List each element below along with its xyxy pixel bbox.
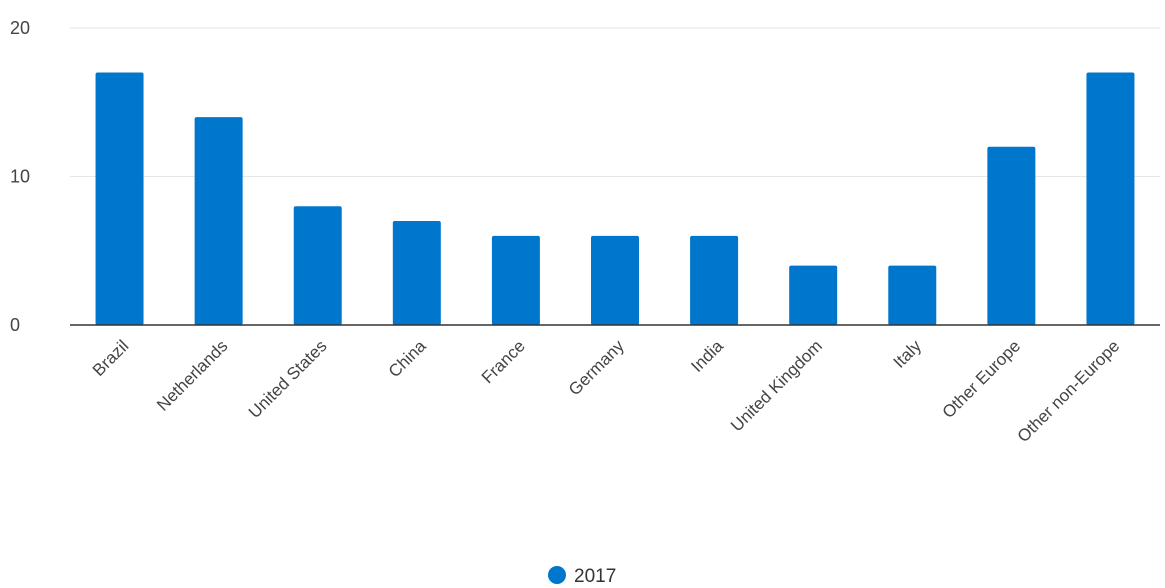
x-tick-label: China <box>385 336 430 381</box>
x-tick-label: India <box>687 336 727 376</box>
bar[interactable] <box>591 235 639 325</box>
bar[interactable] <box>491 235 540 325</box>
x-tick-label: France <box>478 336 529 387</box>
x-tick-label: United States <box>245 336 331 422</box>
bar[interactable] <box>690 235 739 325</box>
bar[interactable] <box>392 221 441 325</box>
legend-swatch <box>548 566 566 584</box>
x-tick-label: Italy <box>890 336 926 372</box>
y-tick-label: 0 <box>10 315 20 335</box>
legend-label: 2017 <box>574 566 616 587</box>
x-tick-label: Germany <box>565 336 628 399</box>
gridlines <box>70 27 1160 177</box>
y-axis-ticks: 0 10 20 <box>10 18 30 335</box>
bar[interactable] <box>888 265 937 325</box>
x-tick-label: Netherlands <box>153 336 231 414</box>
y-tick-label: 10 <box>10 167 30 187</box>
legend[interactable]: 2017 <box>548 566 616 587</box>
x-tick-label: Other Europe <box>939 336 1025 422</box>
bar[interactable] <box>194 117 243 325</box>
x-tick-label: Other non-Europe <box>1014 336 1124 446</box>
bar[interactable] <box>1086 72 1135 325</box>
bar[interactable] <box>95 72 144 325</box>
bar[interactable] <box>293 206 342 325</box>
y-tick-label: 20 <box>10 18 30 38</box>
x-tick-label: Brazil <box>89 336 132 379</box>
x-axis-labels: Brazil Netherlands United States China Franc… <box>89 336 1123 446</box>
bar[interactable] <box>987 146 1036 325</box>
bars <box>95 72 1135 325</box>
x-tick-label: United Kingdom <box>727 336 826 435</box>
bar[interactable] <box>789 265 838 325</box>
